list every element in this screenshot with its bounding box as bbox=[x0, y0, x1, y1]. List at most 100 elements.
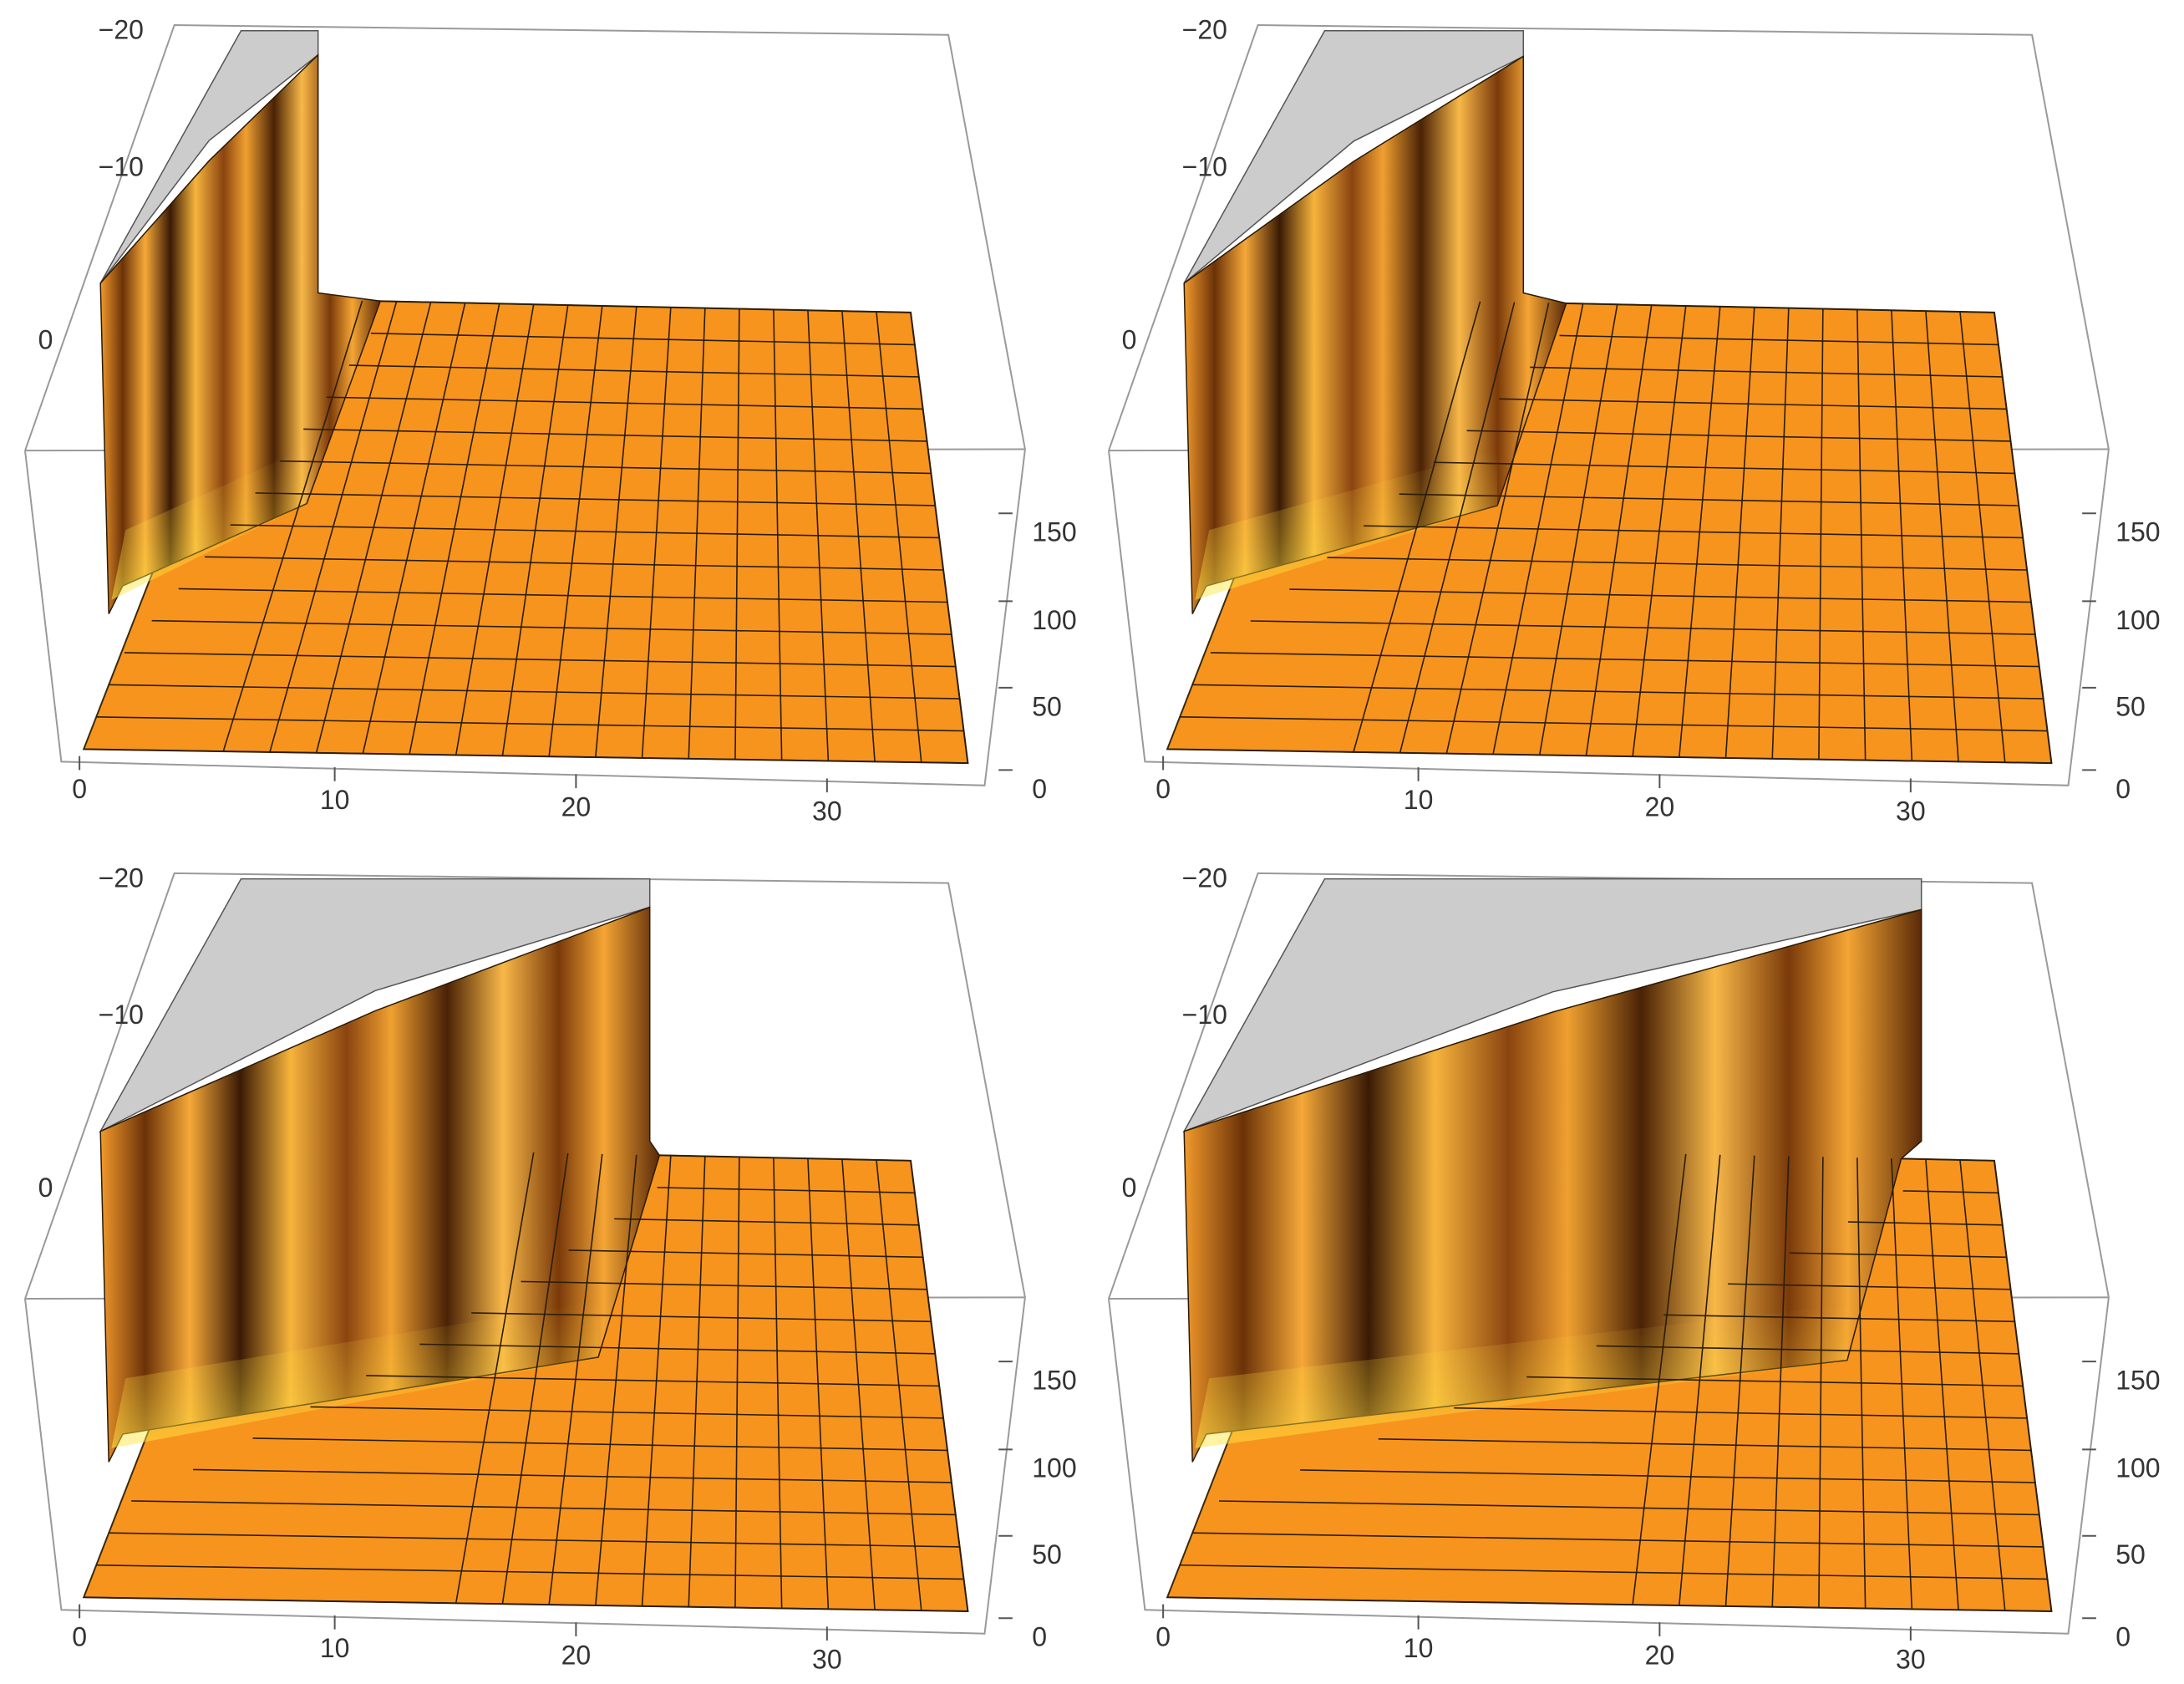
mesh-line bbox=[1250, 620, 2035, 635]
mesh-line bbox=[1847, 1221, 2003, 1226]
y-tick-label: 0 bbox=[2115, 774, 2131, 804]
z-tick-label: −10 bbox=[1182, 1000, 1227, 1030]
y-tick-label: 50 bbox=[1032, 1539, 1062, 1570]
mesh-line bbox=[1663, 1314, 2015, 1323]
wall-glow bbox=[111, 1301, 599, 1448]
mesh-line bbox=[1994, 1160, 2053, 1612]
mesh-line bbox=[1210, 652, 2039, 668]
mesh-line bbox=[1499, 398, 2007, 410]
wall-glow bbox=[111, 447, 307, 600]
mesh-line bbox=[1466, 430, 2011, 442]
mesh-line bbox=[659, 1154, 912, 1162]
mesh-line bbox=[1180, 1564, 2048, 1580]
y-tick-label: 50 bbox=[2115, 1539, 2146, 1570]
mesh-line bbox=[366, 1375, 940, 1387]
z-tick-label: −20 bbox=[99, 863, 144, 893]
mesh-line bbox=[521, 1280, 927, 1290]
mesh-line bbox=[1526, 1376, 2024, 1387]
mesh-line bbox=[1399, 493, 2019, 506]
mesh-line bbox=[568, 1249, 923, 1259]
mesh-line bbox=[109, 1532, 960, 1548]
mesh-line bbox=[326, 396, 923, 410]
x-tick-label: 30 bbox=[812, 1644, 842, 1674]
box-top-edges bbox=[24, 23, 1026, 451]
x-tick-label: 10 bbox=[320, 785, 350, 815]
clipped-top bbox=[99, 29, 319, 284]
y-tick-label: 100 bbox=[2115, 1453, 2160, 1483]
mesh-line bbox=[1728, 1283, 2011, 1290]
mesh-line bbox=[178, 588, 948, 603]
mesh-line bbox=[109, 684, 960, 700]
mesh-line bbox=[124, 652, 956, 668]
clipped-top bbox=[1183, 29, 1525, 284]
surface-plot-bottom-left: 0 10 20 30 0 50 100 150 −20 −10 0 bbox=[24, 863, 1077, 1674]
clipped-top bbox=[99, 878, 651, 1133]
mesh-line bbox=[1167, 1596, 2052, 1612]
y-tick-label: 100 bbox=[1032, 1453, 1076, 1483]
mesh-line bbox=[131, 1500, 956, 1516]
mesh-line bbox=[1901, 1157, 1995, 1162]
mesh-line bbox=[1192, 684, 2044, 700]
mesh-line bbox=[419, 1343, 936, 1355]
mesh-line bbox=[1192, 1532, 2044, 1548]
surface-wall bbox=[99, 53, 382, 614]
mesh-line bbox=[230, 524, 940, 539]
x-tick-label: 0 bbox=[72, 774, 87, 804]
z-tick-label: 0 bbox=[1122, 1173, 1137, 1203]
mesh-line bbox=[84, 1596, 968, 1612]
z-tick-label: 0 bbox=[38, 324, 53, 354]
mesh-line bbox=[279, 460, 932, 475]
z-tick-label: 0 bbox=[38, 1173, 53, 1203]
mesh-line bbox=[1559, 334, 1999, 346]
y-tick-label: 50 bbox=[1032, 691, 1062, 721]
mesh-line bbox=[1566, 303, 1995, 313]
mesh-line bbox=[1167, 748, 2052, 764]
mesh-line bbox=[1596, 1345, 2019, 1355]
wall-glow bbox=[1195, 1304, 1847, 1448]
clipped-top bbox=[1182, 878, 1922, 1133]
z-tick-label: 0 bbox=[1122, 324, 1137, 354]
mesh-line bbox=[1454, 1407, 2028, 1419]
y-tick-label: 0 bbox=[1032, 774, 1047, 804]
mesh-line bbox=[471, 1312, 932, 1323]
mesh-line bbox=[193, 1468, 952, 1483]
mesh-line bbox=[1289, 588, 2031, 603]
mesh-line bbox=[1219, 1500, 2039, 1516]
x-tick-label: 0 bbox=[72, 1622, 87, 1652]
surface-plot-bottom-right: 0 10 20 30 0 50 100 150 −20 −10 0 bbox=[1108, 863, 2161, 1674]
mesh-line bbox=[370, 333, 915, 346]
mesh-line bbox=[96, 716, 964, 732]
x-tick-label: 10 bbox=[1404, 785, 1434, 815]
x-tick-label: 10 bbox=[320, 1633, 350, 1663]
x-tick-label: 20 bbox=[1645, 1640, 1675, 1670]
mesh-line bbox=[1902, 1190, 1999, 1194]
y-tick-label: 0 bbox=[2115, 1622, 2131, 1652]
x-tick-label: 10 bbox=[1404, 1633, 1434, 1663]
mesh-line bbox=[614, 1218, 919, 1226]
surface-plot-top-right: 0 10 20 30 0 50 100 150 −20 −10 0 bbox=[1108, 15, 2161, 827]
mesh-line bbox=[657, 1187, 915, 1194]
x-tick-label: 20 bbox=[1645, 791, 1675, 822]
z-tick-label: −10 bbox=[99, 1000, 144, 1030]
y-tick-label: 150 bbox=[2115, 1366, 2160, 1396]
mesh-line bbox=[1300, 1469, 2035, 1483]
mesh-line bbox=[1530, 366, 2003, 378]
mesh-line bbox=[151, 619, 952, 635]
mesh-line bbox=[96, 1564, 964, 1580]
y-tick-label: 0 bbox=[1032, 1622, 1047, 1652]
mesh-line bbox=[252, 1437, 948, 1452]
x-tick-label: 30 bbox=[1896, 1644, 1926, 1674]
mesh-line bbox=[303, 428, 927, 442]
box-front-edges bbox=[1108, 449, 2110, 786]
mesh-line bbox=[1378, 1437, 2031, 1452]
x-tick-label: 30 bbox=[812, 796, 842, 827]
y-tick-label: 150 bbox=[1032, 517, 1076, 547]
x-tick-label: 20 bbox=[561, 791, 592, 822]
box-top-edges bbox=[1108, 872, 2110, 1300]
mesh-line bbox=[1180, 716, 2048, 732]
y-tick-label: 50 bbox=[2115, 691, 2146, 721]
mesh-line bbox=[205, 556, 944, 571]
mesh-line bbox=[1789, 1252, 2007, 1259]
box-front-edges bbox=[1108, 1297, 2110, 1635]
